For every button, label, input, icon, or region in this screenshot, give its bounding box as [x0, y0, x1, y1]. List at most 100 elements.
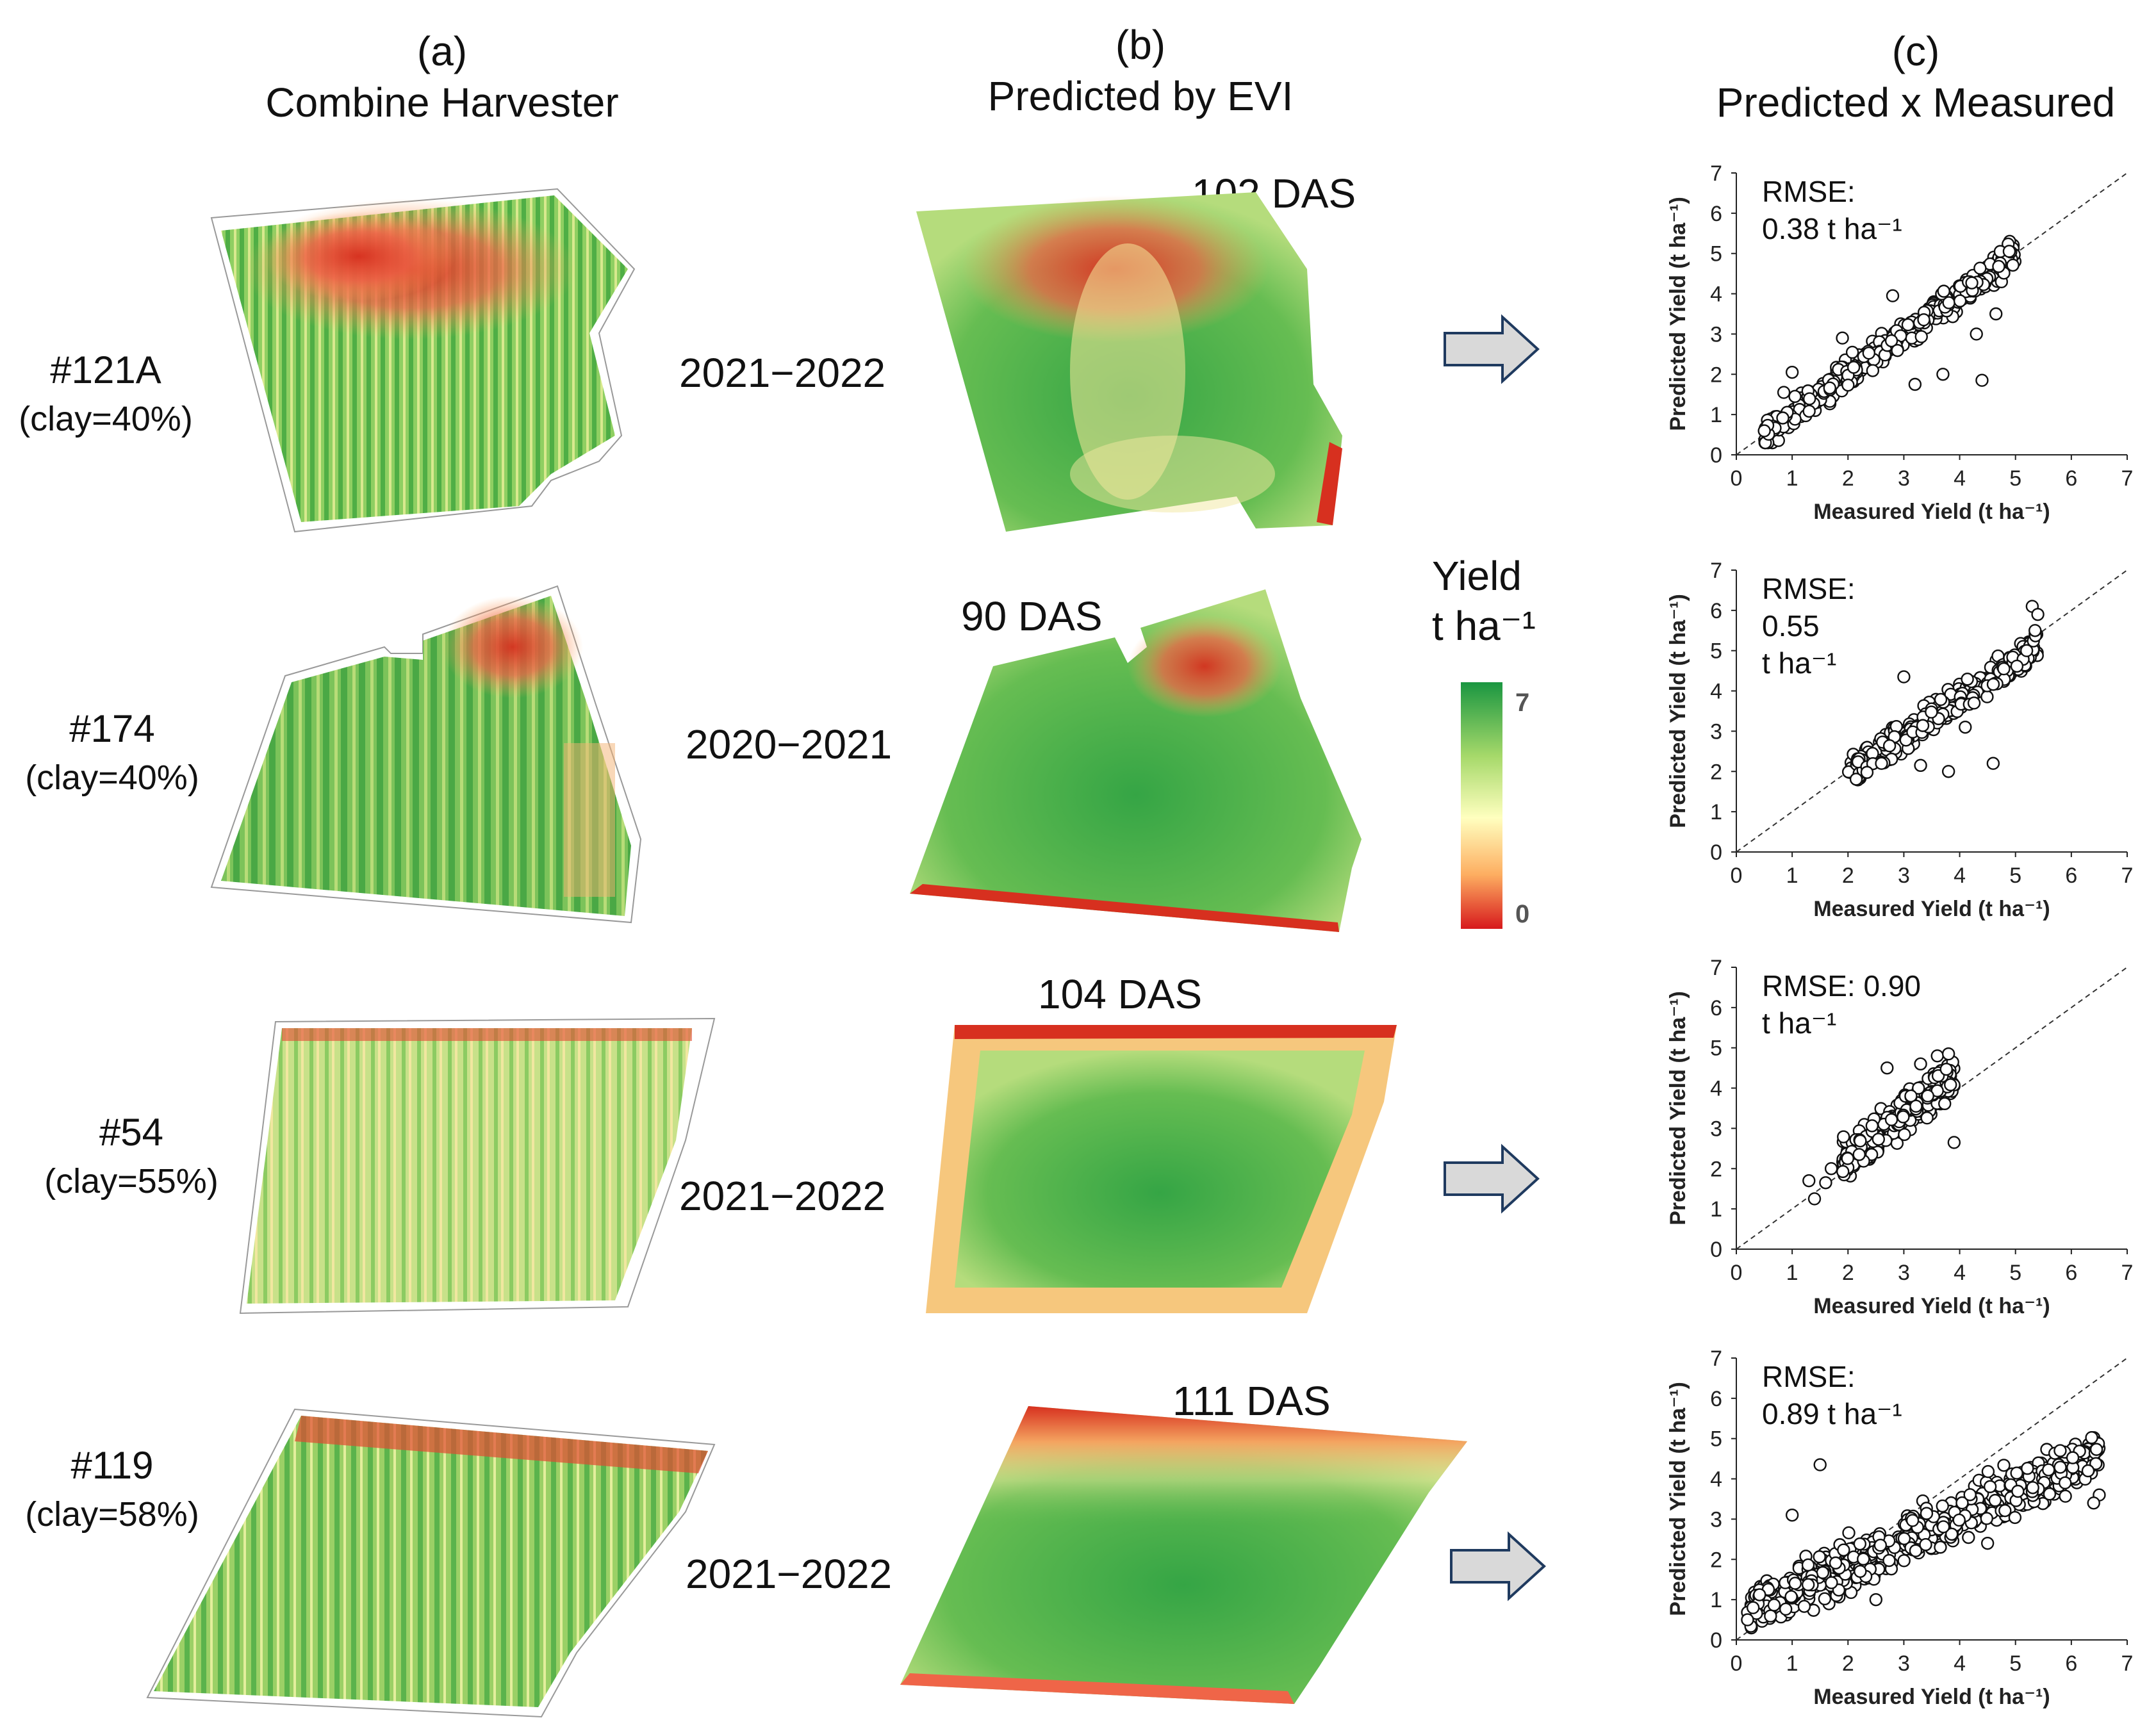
- scatter-point: [2043, 1487, 2057, 1501]
- scatter-point: [1980, 690, 1994, 703]
- scatter-point: [1937, 284, 1950, 298]
- scatter-point: [1920, 1507, 1934, 1520]
- scatter-point: [1779, 1602, 1793, 1616]
- rmse-annotation: 0.38 t ha⁻¹: [1762, 212, 1902, 245]
- scatter-point: [1767, 1598, 1781, 1612]
- scatter-point: [1873, 1539, 1888, 1552]
- scatter-point: [1847, 361, 1861, 374]
- x-tick-label: 2: [1842, 1651, 1854, 1676]
- panel-letter-b: (b): [1115, 22, 1166, 68]
- scatter-point: [1986, 757, 2000, 770]
- clay-content: (clay=40%): [25, 758, 199, 797]
- y-tick-label: 7: [1710, 1347, 1722, 1371]
- scatter-point: [1941, 765, 1955, 778]
- x-tick-label: 6: [2065, 864, 2077, 888]
- das-label: 90 DAS: [961, 593, 1103, 639]
- x-tick-label: 7: [2121, 1651, 2134, 1676]
- scatter-point: [2066, 1451, 2080, 1464]
- scatter-point: [2089, 1457, 2103, 1470]
- x-tick-label: 2: [1842, 864, 1854, 888]
- scatter-point: [1818, 1592, 1832, 1606]
- scatter-point: [1941, 1047, 1955, 1061]
- y-tick-label: 3: [1710, 1507, 1722, 1532]
- y-tick-label: 4: [1710, 283, 1722, 307]
- arrow-right-icon: [1444, 314, 1540, 384]
- colorbar-title: Yield t ha⁻¹: [1432, 551, 1536, 651]
- rmse-annotation: RMSE:: [1762, 1360, 1856, 1393]
- scatter-point: [1853, 1537, 1867, 1551]
- clay-content: (clay=40%): [19, 400, 193, 438]
- das-label: 111 DAS: [1173, 1378, 1331, 1424]
- scatter-point: [1988, 1494, 2002, 1507]
- scatter-point: [1920, 1111, 1934, 1125]
- scatter-point: [1872, 1133, 1886, 1146]
- x-tick-label: 7: [2121, 864, 2134, 888]
- rmse-annotation: 0.89 t ha⁻¹: [1762, 1397, 1902, 1430]
- y-axis-label: Predicted Yield (t ha⁻¹): [1666, 1382, 1690, 1616]
- scatter-point: [1807, 1192, 1822, 1206]
- scatter-point: [1897, 1110, 1910, 1124]
- scatter-point: [1860, 766, 1874, 779]
- panel-letter-c: (c): [1891, 28, 1940, 74]
- scatter-point: [1983, 1480, 1997, 1493]
- scatter-point: [1857, 1552, 1870, 1566]
- field-id: #174: [69, 707, 155, 750]
- rmse-annotation: RMSE: 0.90: [1762, 969, 1921, 1003]
- scatter-point: [1925, 705, 1938, 719]
- panel-title-b: Predicted by EVI: [987, 73, 1294, 119]
- y-tick-label: 2: [1710, 363, 1722, 387]
- x-tick-label: 6: [2065, 1651, 2077, 1676]
- scatter-point: [1813, 1550, 1826, 1564]
- x-tick-label: 4: [1954, 864, 1966, 888]
- season-label: 2021−2022: [679, 350, 886, 396]
- x-tick-label: 0: [1731, 466, 1743, 491]
- y-tick-label: 0: [1710, 1238, 1722, 1262]
- scatter-point: [1989, 307, 2003, 321]
- scatter-point: [1973, 261, 1987, 275]
- scatter-point: [1837, 1130, 1850, 1143]
- map-174-harvester: [210, 585, 642, 924]
- scatter-point: [2010, 1466, 2023, 1480]
- x-tick-label: 0: [1731, 864, 1743, 888]
- scatter-point: [1829, 1556, 1843, 1570]
- field-id: #121A: [50, 348, 161, 391]
- scatter-point: [1854, 1564, 1867, 1578]
- y-axis-label: Predicted Yield (t ha⁻¹): [1666, 991, 1690, 1225]
- scatter-point: [2059, 1489, 2072, 1503]
- das-label: 104 DAS: [1038, 971, 1203, 1017]
- scatter-point: [1909, 1099, 1923, 1113]
- scatter-point: [2006, 258, 2020, 272]
- season-label: 2021−2022: [686, 1551, 893, 1597]
- scatter-point: [1919, 1538, 1932, 1552]
- x-axis-label: Measured Yield (t ha⁻¹): [1813, 500, 2050, 524]
- scatter-point: [1854, 1134, 1867, 1148]
- scatter-point: [1886, 289, 1900, 302]
- colorbar-min-label: 0: [1515, 900, 1530, 928]
- scatter-point: [2011, 1484, 2025, 1498]
- y-axis-label: Predicted Yield (t ha⁻¹): [1666, 197, 1690, 431]
- row-label-174: #174 (clay=40%): [6, 705, 218, 802]
- scatter-point: [1912, 1081, 1925, 1095]
- map-121a-evi: [916, 192, 1342, 532]
- arrow-right-icon: [1450, 1531, 1546, 1601]
- scatter-point: [2053, 1461, 2067, 1474]
- scatter-point: [1753, 1588, 1766, 1601]
- scatter-point: [1880, 1061, 1894, 1075]
- scatter-point: [1980, 1512, 1993, 1525]
- y-tick-label: 2: [1710, 1157, 1722, 1181]
- scatter-point: [1884, 1113, 1898, 1127]
- y-tick-label: 3: [1710, 1117, 1722, 1141]
- rmse-annotation: t ha⁻¹: [1762, 1006, 1836, 1040]
- scatter-point: [1897, 1532, 1911, 1546]
- scatter-point: [1939, 1062, 1953, 1076]
- rmse-annotation: RMSE:: [1762, 175, 1856, 208]
- scatter-point: [1802, 1174, 1816, 1188]
- scatter-point: [2053, 1444, 2067, 1457]
- scatter-point: [1930, 1049, 1944, 1063]
- colorbar-ramp: [1461, 682, 1502, 929]
- y-tick-label: 7: [1710, 559, 1722, 583]
- y-tick-label: 3: [1710, 322, 1722, 347]
- x-tick-label: 4: [1954, 466, 1966, 491]
- scatter-point: [1955, 1496, 1969, 1510]
- x-tick-label: 2: [1842, 1261, 1854, 1285]
